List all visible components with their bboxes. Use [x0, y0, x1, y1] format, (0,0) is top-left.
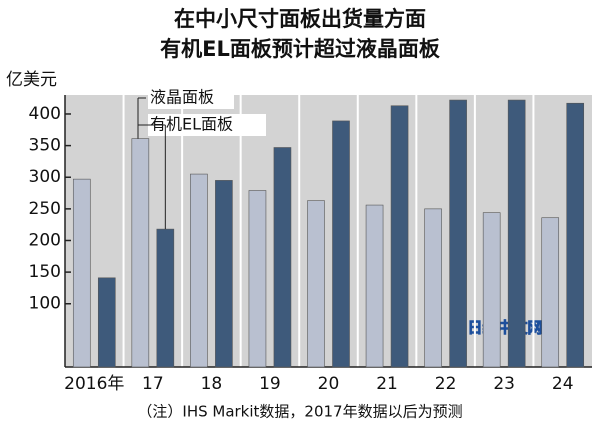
- legend-label: 液晶面板: [150, 88, 214, 107]
- watermark: 日经中文网: [467, 319, 542, 337]
- bar: [97, 277, 116, 368]
- chart-title: 在中小尺寸面板出货量方面: [174, 7, 426, 31]
- y-tick-label: 300: [29, 167, 61, 187]
- x-tick-label: 22: [435, 374, 457, 394]
- y-tick-label: 100: [29, 294, 61, 314]
- bar: [541, 217, 560, 368]
- y-tick-label: 350: [29, 136, 61, 156]
- bar: [566, 102, 585, 368]
- x-tick-label: 18: [201, 374, 223, 394]
- bar: [424, 208, 442, 368]
- bar: [273, 147, 292, 368]
- chart-subtitle: 有机EL面板预计超过液晶面板: [160, 37, 441, 61]
- bar: [390, 105, 409, 368]
- x-tick-label: 19: [259, 374, 281, 394]
- bar: [215, 180, 233, 368]
- x-tick-label: 20: [318, 374, 340, 394]
- legend-label-bg: [148, 87, 234, 109]
- x-tick-label: 23: [493, 374, 515, 394]
- bar: [332, 120, 350, 368]
- x-tick-label: 21: [376, 374, 398, 394]
- plot-background: [65, 95, 592, 367]
- x-tick-label: 24: [552, 374, 574, 394]
- bar: [482, 212, 501, 368]
- y-axis-label: 亿美元: [6, 70, 57, 90]
- y-tick-label: 250: [29, 199, 61, 219]
- footnote: （注）IHS Markit数据，2017年数据以后为预测: [137, 403, 462, 421]
- x-tick-label: 17: [142, 374, 164, 394]
- bar: [248, 190, 267, 368]
- y-tick-label: 400: [29, 104, 61, 124]
- bar: [449, 99, 467, 368]
- legend-label: 有机EL面板: [150, 115, 233, 134]
- legend-label-bg: [148, 114, 266, 136]
- bar: [156, 228, 175, 368]
- bar: [307, 200, 325, 368]
- y-tick-label: 200: [29, 230, 61, 250]
- x-tick-label: 2016年: [64, 374, 124, 394]
- bar: [507, 99, 526, 368]
- bar: [131, 138, 150, 368]
- y-tick-label: 150: [29, 262, 61, 282]
- bar: [365, 204, 384, 368]
- bar: [72, 178, 91, 368]
- bar: [190, 173, 208, 368]
